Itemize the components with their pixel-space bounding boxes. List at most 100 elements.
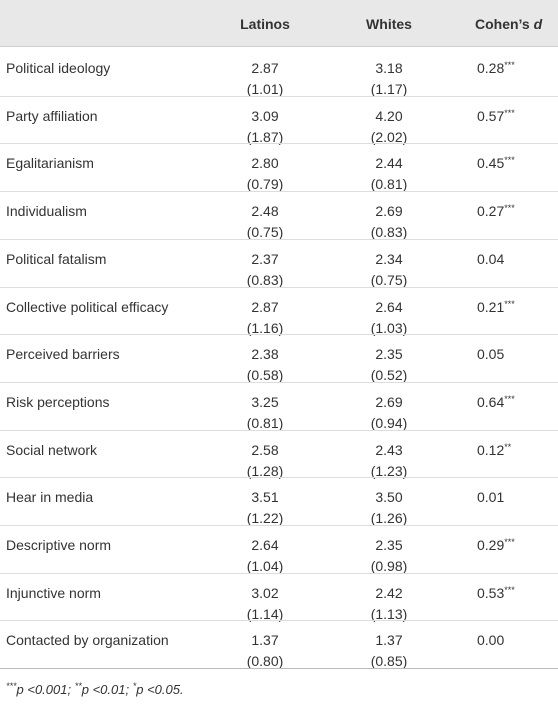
latinos-sd: (1.87)	[246, 128, 284, 145]
significance: ***	[504, 107, 515, 118]
latinos-mean: 1.37	[251, 632, 279, 649]
row-divider	[0, 286, 558, 288]
whites-sd: (2.02)	[370, 128, 408, 145]
cohen-d-value: 0.00	[477, 632, 505, 649]
whites-sd: (0.52)	[370, 367, 408, 384]
row-divider	[0, 143, 558, 145]
whites-sd: (1.13)	[370, 605, 408, 622]
row-label: Hear in media	[6, 489, 94, 506]
cohen-d-value: 0.05	[477, 346, 505, 363]
significance: ***	[504, 60, 515, 70]
latinos-sd: (1.14)	[246, 605, 284, 622]
row-divider	[0, 620, 558, 622]
whites-mean: 4.20	[375, 107, 403, 124]
cohen-d: 0.27***	[477, 203, 515, 219]
whites-sd: (0.85)	[370, 653, 408, 670]
latinos-mean: 3.09	[251, 107, 279, 124]
whites-sd: (0.94)	[370, 414, 408, 431]
latinos-mean: 2.80	[251, 155, 279, 172]
cohen-d: 0.57***	[477, 108, 515, 124]
header-cohen-var: d	[533, 16, 543, 32]
cohen-d: 0.45***	[477, 155, 515, 171]
header-whites: Whites	[366, 16, 412, 32]
footnote-text: p <0.05.	[136, 682, 184, 697]
row-divider	[0, 429, 558, 431]
cohen-d: 0.04	[477, 251, 504, 267]
row-label: Risk perceptions	[6, 393, 110, 410]
cohen-d: 0.12**	[477, 442, 511, 458]
row-divider	[0, 525, 558, 526]
latinos-sd: (1.22)	[246, 510, 284, 527]
table-bottom-rule	[0, 668, 558, 670]
whites-mean: 2.35	[375, 537, 403, 553]
table-header	[0, 0, 558, 47]
cohen-d-value: 0.21	[477, 298, 505, 315]
row-label: Social network	[6, 441, 98, 458]
cohen-d-value: 0.53	[477, 584, 505, 601]
significance: ***	[504, 298, 515, 309]
footnote-text: p <0.01;	[81, 682, 130, 697]
latinos-mean: 2.48	[251, 203, 279, 220]
cohen-d-value: 0.01	[477, 489, 505, 506]
whites-sd: (1.03)	[370, 319, 408, 336]
header-latinos: Latinos	[240, 16, 290, 32]
footnote-mark: ***	[6, 681, 17, 691]
whites-mean: 2.64	[375, 298, 403, 315]
footnote-text: p <0.001;	[16, 682, 72, 697]
whites-sd: (1.26)	[370, 510, 408, 527]
cohen-d: 0.21***	[477, 299, 515, 315]
latinos-sd: (1.16)	[246, 319, 284, 336]
cohen-d: 0.64***	[477, 394, 515, 410]
latinos-sd: (1.01)	[246, 81, 284, 97]
cohen-d: 0.00	[477, 632, 504, 648]
latinos-mean: 2.38	[251, 346, 279, 363]
cohen-d-value: 0.29	[477, 537, 505, 553]
whites-sd: (1.17)	[370, 81, 408, 97]
latinos-sd: (0.80)	[246, 653, 284, 670]
footnote: ***p <0.001; **p <0.01; *p <0.05.	[6, 681, 184, 698]
cohen-d: 0.05	[477, 346, 504, 362]
footnote-mark: **	[74, 681, 82, 691]
latinos-mean: 2.64	[251, 537, 279, 553]
whites-mean: 2.69	[375, 393, 403, 410]
latinos-mean: 3.25	[251, 393, 279, 410]
whites-mean: 2.35	[375, 346, 403, 363]
row-divider	[0, 381, 558, 383]
row-label: Egalitarianism	[6, 155, 94, 172]
whites-mean: 1.37	[375, 632, 403, 649]
latinos-sd: (0.83)	[246, 271, 284, 288]
cohen-d: 0.29***	[477, 537, 515, 553]
significance: **	[504, 441, 512, 452]
whites-sd: (0.75)	[370, 271, 408, 288]
whites-sd: (0.83)	[370, 224, 408, 241]
row-divider	[0, 95, 558, 97]
cohen-d-value: 0.57	[477, 107, 505, 124]
row-label: Political fatalism	[6, 250, 107, 267]
row-divider	[0, 191, 558, 193]
whites-mean: 2.34	[375, 250, 403, 267]
row-divider	[0, 238, 558, 240]
whites-mean: 3.50	[375, 489, 403, 506]
latinos-sd: (0.58)	[246, 367, 284, 384]
whites-sd: (0.98)	[370, 558, 408, 574]
header-cohen-text: Cohen’s	[475, 16, 530, 32]
cohen-d: 0.53***	[477, 585, 515, 601]
cohen-d-value: 0.27	[477, 203, 505, 220]
row-divider	[0, 477, 558, 479]
header-cohen: Cohen’s d	[475, 16, 542, 32]
significance: ***	[504, 155, 515, 166]
latinos-sd: (0.81)	[246, 414, 284, 431]
cohen-d-value: 0.64	[477, 393, 505, 410]
latinos-mean: 2.37	[251, 250, 279, 267]
latinos-sd: (0.79)	[246, 176, 284, 193]
row-label: Party affiliation	[6, 107, 98, 124]
row-divider	[0, 334, 558, 336]
row-label: Descriptive norm	[6, 537, 112, 553]
row-label: Injunctive norm	[6, 584, 101, 601]
latinos-mean: 2.58	[251, 441, 279, 458]
row-label: Individualism	[6, 203, 87, 220]
significance: ***	[504, 584, 515, 595]
row-label: Perceived barriers	[6, 346, 120, 363]
whites-mean: 2.69	[375, 203, 403, 220]
